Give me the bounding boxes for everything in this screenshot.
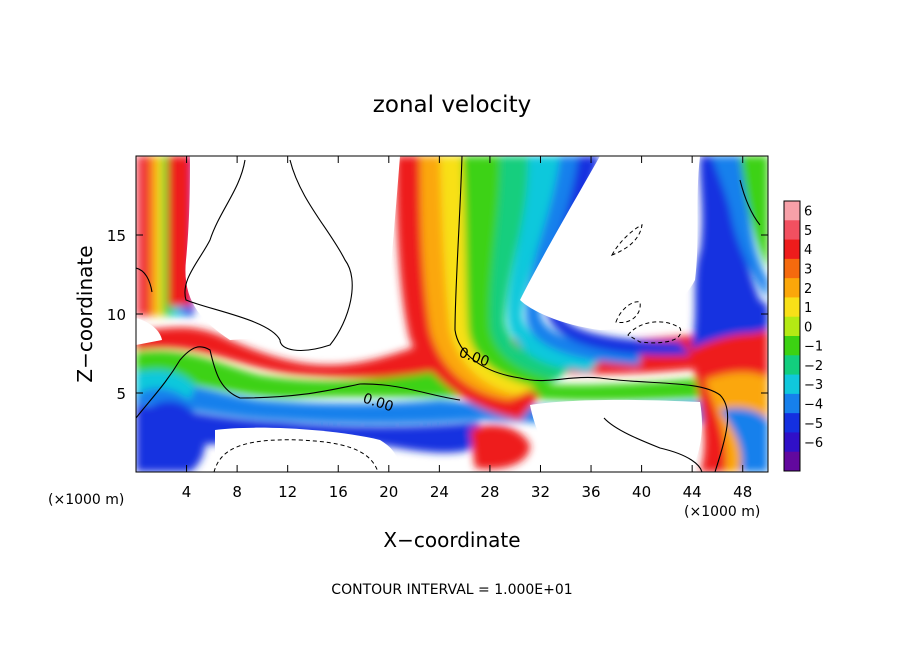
x-tick-label: 40 — [632, 483, 651, 501]
chart-title: zonal velocity — [373, 92, 531, 118]
colorbar-swatch — [784, 432, 800, 453]
contour-field: 0.00 0.00 — [136, 156, 768, 472]
colorbar-tick-label: −4 — [804, 398, 823, 413]
colorbar-tick-label: −1 — [804, 340, 823, 355]
colorbar-swatch — [784, 239, 800, 260]
x-unit-right: (×1000 m) — [684, 504, 760, 520]
x-unit-left: (×1000 m) — [48, 492, 124, 508]
colorbar-frame — [783, 200, 801, 472]
colorbar-tick-label: 6 — [804, 205, 812, 220]
x-tick-label: 20 — [379, 483, 398, 501]
x-axis-label: X−coordinate — [383, 528, 520, 552]
colorbar-tick-label: 1 — [804, 301, 812, 316]
colorbar-tick-label: 2 — [804, 282, 812, 297]
contour-interval-note: CONTOUR INTERVAL = 1.000E+01 — [331, 582, 572, 598]
colorbar-swatch — [784, 336, 800, 356]
colorbar-swatch — [784, 201, 800, 221]
colorbar-swatch — [784, 355, 800, 376]
x-tick-label: 36 — [581, 483, 600, 501]
colorbar-tick-label: −5 — [804, 417, 823, 432]
colorbar-tick-label: 4 — [804, 243, 812, 258]
colorbar-swatch — [784, 413, 800, 433]
colorbar-tick-label: 0 — [804, 320, 812, 335]
x-tick-label: 8 — [232, 483, 242, 501]
colorbar-tick-label: −3 — [804, 378, 823, 393]
colorbar-tick-label: 5 — [804, 224, 812, 239]
y-axis-label: Z−coordinate — [73, 245, 97, 382]
colorbar-swatch — [784, 393, 800, 414]
y-tick-label: 10 — [107, 306, 126, 324]
x-tick-label: 44 — [683, 483, 702, 501]
x-tick-label: 4 — [182, 483, 192, 501]
colorbar-swatch — [784, 220, 800, 241]
colorbar-swatch — [784, 278, 800, 298]
x-tick-label: 12 — [278, 483, 297, 501]
x-tick-label: 28 — [480, 483, 499, 501]
y-tick-label: 15 — [107, 227, 126, 245]
colorbar: 6 5 4 3 2 1 0 −1 −2 −3 −4 −5 −6 — [783, 200, 823, 472]
colorbar-swatch — [784, 297, 800, 318]
colorbar-swatch — [784, 316, 800, 337]
colorbar-tick-label: −6 — [804, 436, 823, 451]
y-tick-label: 5 — [116, 385, 126, 403]
x-tick-label: 48 — [733, 483, 752, 501]
x-tick-label: 24 — [430, 483, 449, 501]
colorbar-swatch — [784, 258, 800, 279]
colorbar-swatch — [784, 451, 800, 472]
x-tick-label: 32 — [531, 483, 550, 501]
colorbar-tick-label: 3 — [804, 263, 812, 278]
x-tick-label: 16 — [329, 483, 348, 501]
colorbar-swatch — [784, 374, 800, 395]
colorbar-tick-label: −2 — [804, 359, 823, 374]
